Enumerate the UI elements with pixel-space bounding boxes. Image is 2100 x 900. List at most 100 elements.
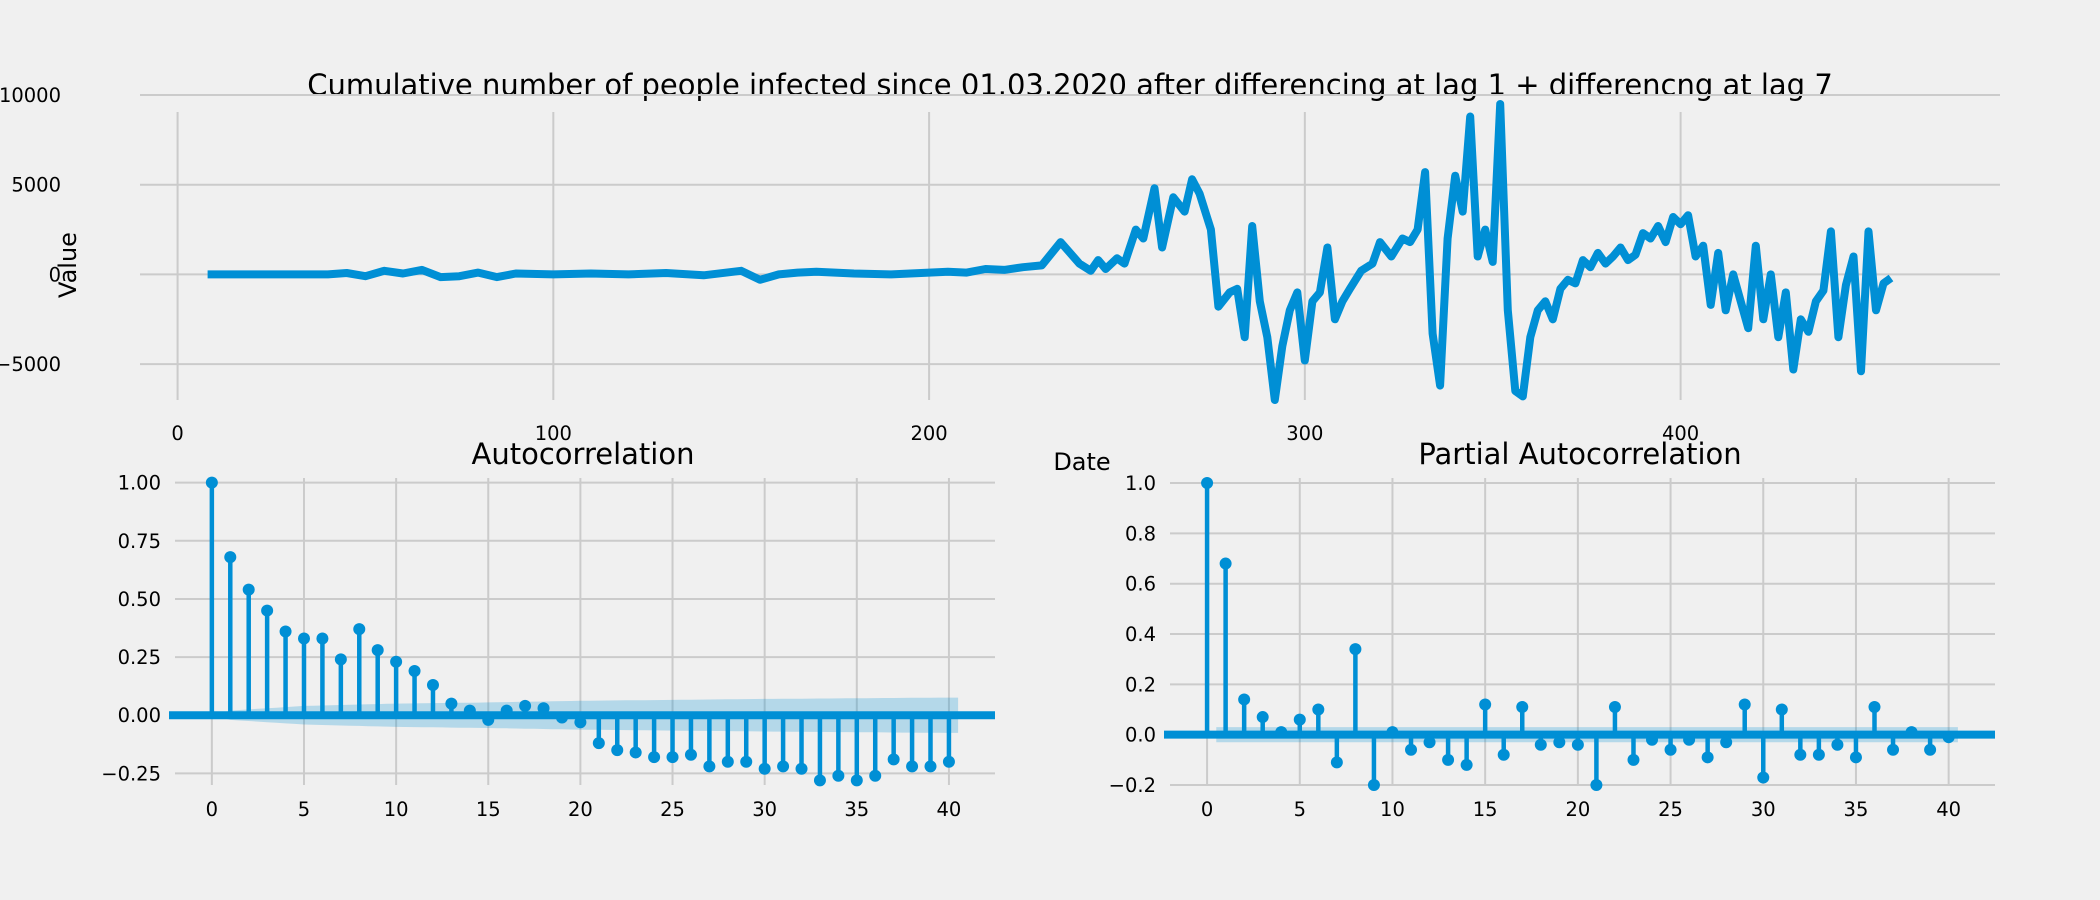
stem-marker — [334, 653, 347, 666]
y-tick-label: 0.4 — [1125, 623, 1156, 646]
stem-marker — [297, 632, 310, 645]
stem-marker — [1423, 736, 1436, 749]
x-tick-label: 25 — [660, 798, 685, 821]
y-tick-label: 0.6 — [1125, 573, 1156, 596]
x-tick-label: 400 — [1662, 422, 1699, 445]
stem-marker — [942, 755, 955, 768]
stem-marker — [1942, 731, 1955, 744]
stem-marker — [1664, 743, 1677, 756]
y-tick-label: 0.75 — [118, 530, 161, 553]
stem-marker — [500, 704, 513, 717]
y-tick-label: −0.2 — [1109, 774, 1156, 797]
y-tick-label: 0.00 — [118, 704, 161, 727]
stem-marker — [1516, 700, 1529, 713]
pacf-chart-title: Partial Autocorrelation — [1418, 437, 1741, 471]
x-tick-label: 200 — [910, 422, 947, 445]
x-tick-label: 0 — [171, 422, 183, 445]
x-tick-label: 30 — [752, 798, 777, 821]
x-tick-label: 35 — [1844, 798, 1869, 821]
stem-marker — [740, 755, 753, 768]
stem-marker — [592, 737, 605, 750]
x-tick-label: 10 — [384, 798, 409, 821]
stem-marker — [261, 604, 274, 617]
stem-marker — [1312, 703, 1325, 716]
stem-marker — [869, 769, 882, 782]
stem-marker — [1534, 738, 1547, 751]
x-tick-label: 15 — [1473, 798, 1498, 821]
stem-marker — [390, 655, 403, 668]
stem-marker — [1683, 733, 1696, 746]
stem-marker — [703, 760, 716, 773]
stem-marker — [1349, 643, 1362, 656]
x-tick-label: 0 — [1201, 798, 1213, 821]
y-tick-label: −0.25 — [101, 762, 161, 785]
y-tick-label: −5000 — [0, 353, 61, 376]
acf-stem-plot: 0 5 10 15 20 25 30 35 40 −0.25 0.00 0.25 0.50 0.75 1.0… — [101, 472, 995, 821]
stem-marker — [1330, 756, 1343, 769]
stem-marker — [629, 746, 642, 759]
x-tick-label: 30 — [1751, 798, 1776, 821]
stem-marker — [684, 748, 697, 761]
x-tick-label: 20 — [1565, 798, 1590, 821]
x-tick-label: 40 — [1936, 798, 1961, 821]
x-tick-label: 5 — [1294, 798, 1306, 821]
y-tick-label: 0.50 — [118, 588, 161, 611]
stem-marker — [1367, 779, 1380, 791]
stem-marker — [353, 623, 366, 636]
stem-marker — [205, 476, 218, 489]
x-tick-label: 25 — [1658, 798, 1683, 821]
stem-marker — [1238, 693, 1251, 706]
stem-marker — [1775, 703, 1788, 716]
stem-marker — [666, 751, 679, 764]
stem-marker — [1497, 748, 1510, 761]
stem-marker — [242, 583, 255, 596]
acf-chart-title: Autocorrelation — [472, 437, 695, 471]
stem-marker — [813, 774, 826, 787]
stem-marker — [832, 769, 845, 782]
main-line-plot: 0 100 200 300 400 −5000 0 5000 10000 — [0, 84, 2000, 445]
stem-marker — [924, 760, 937, 773]
stem-marker — [555, 711, 568, 724]
series-line — [207, 100, 1894, 404]
stem-marker — [1553, 736, 1566, 749]
stem-marker — [519, 699, 532, 712]
x-tick-label: 40 — [937, 798, 962, 821]
stem-marker — [463, 704, 476, 717]
stem-marker — [1924, 743, 1937, 756]
stem-marker — [408, 665, 421, 678]
stem-marker — [1608, 700, 1621, 713]
x-tick-label: 5 — [298, 798, 310, 821]
stem-marker — [1201, 477, 1214, 490]
stem-marker — [574, 716, 587, 729]
x-tick-label: 10 — [1380, 798, 1405, 821]
stem-marker — [1219, 557, 1232, 570]
stem-marker — [1757, 771, 1770, 784]
stem-marker — [1738, 698, 1751, 711]
stem-marker — [1386, 726, 1399, 739]
stem-marker — [1831, 738, 1844, 751]
stem-marker — [887, 753, 900, 766]
stem-marker — [1887, 743, 1900, 756]
y-tick-label: 0.25 — [118, 646, 161, 669]
y-tick-label: 0.2 — [1125, 673, 1156, 696]
y-tick-label: 0.0 — [1125, 724, 1156, 747]
y-tick-label: 0.8 — [1125, 522, 1156, 545]
stem-marker — [1646, 733, 1659, 746]
stem-marker — [482, 713, 495, 726]
stem-marker — [1275, 726, 1288, 739]
stem-marker — [1868, 700, 1881, 713]
stem-marker — [1590, 779, 1603, 791]
stem-marker — [721, 755, 734, 768]
stem-marker — [445, 697, 458, 710]
x-tick-label: 300 — [1286, 422, 1323, 445]
stem-marker — [1701, 751, 1714, 764]
stem-marker — [1849, 751, 1862, 764]
stem-marker — [371, 644, 384, 657]
main-chart-title: Cumulative number of people infected sin… — [307, 68, 1833, 102]
main-x-axis-label: Date — [1053, 448, 1110, 476]
stem-marker — [1442, 753, 1455, 766]
stem-marker — [1627, 753, 1640, 766]
stem-marker — [426, 678, 439, 691]
stem-marker — [777, 760, 790, 773]
